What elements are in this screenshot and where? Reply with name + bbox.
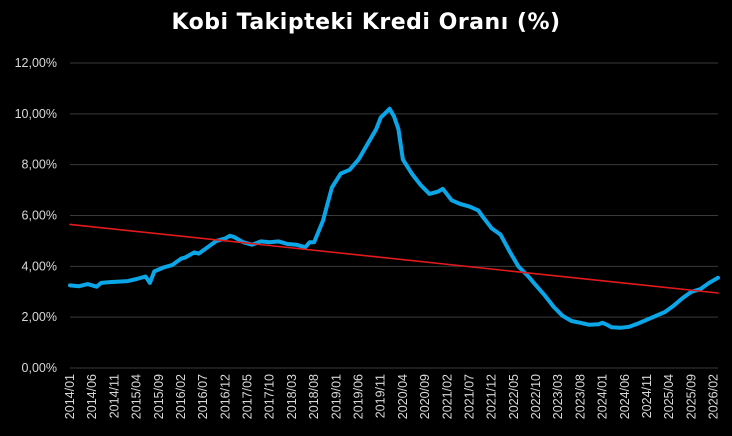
y-tick-label: 8,00% bbox=[22, 158, 57, 172]
y-tick-label: 10,00% bbox=[15, 107, 57, 121]
x-tick-label: 2019/01 bbox=[329, 374, 343, 419]
x-tick-label: 2014/06 bbox=[85, 374, 99, 419]
x-tick-label: 2019/11 bbox=[374, 374, 388, 418]
x-tick-label: 2018/03 bbox=[285, 374, 299, 419]
y-tick-label: 2,00% bbox=[22, 310, 57, 324]
x-tick-label: 2014/01 bbox=[63, 374, 77, 419]
y-axis-ticks: 0,00% 2,00% 4,00% 6,00% 8,00% 10,00% 12,00% bbox=[15, 56, 57, 375]
grid-layer bbox=[70, 62, 718, 369]
x-tick-label: 2015/04 bbox=[130, 374, 144, 419]
x-tick-label: 2025/09 bbox=[684, 374, 698, 419]
x-tick-label: 2023/03 bbox=[551, 374, 565, 419]
x-tick-label: 2016/12 bbox=[218, 374, 232, 419]
x-tick-label: 2017/05 bbox=[241, 374, 255, 419]
x-tick-label: 2017/10 bbox=[263, 374, 277, 419]
y-tick-label: 6,00% bbox=[22, 209, 57, 223]
x-tick-label: 2020/09 bbox=[418, 374, 432, 419]
x-tick-label: 2019/06 bbox=[351, 374, 365, 419]
x-tick-label: 2022/05 bbox=[507, 374, 521, 419]
x-tick-label: 2022/10 bbox=[529, 374, 543, 419]
series-line-trend bbox=[69, 223, 719, 294]
x-tick-label: 2018/08 bbox=[307, 374, 321, 419]
x-tick-label: 2021/12 bbox=[485, 374, 499, 419]
x-tick-label: 2016/07 bbox=[196, 374, 210, 419]
x-tick-label: 2023/08 bbox=[573, 374, 587, 419]
y-tick-label: 4,00% bbox=[22, 259, 57, 273]
x-tick-label: 2026/02 bbox=[707, 374, 721, 419]
x-tick-label: 2015/09 bbox=[152, 374, 166, 419]
x-tick-label: 2024/06 bbox=[618, 374, 632, 419]
x-tick-label: 2021/07 bbox=[462, 374, 476, 419]
x-tick-label: 2024/11 bbox=[640, 374, 654, 418]
x-tick-label: 2020/04 bbox=[396, 374, 410, 419]
x-tick-label: 2024/01 bbox=[596, 374, 610, 419]
y-tick-label: 12,00% bbox=[15, 56, 57, 70]
y-tick-label: 0,00% bbox=[22, 361, 57, 375]
x-tick-label: 2021/02 bbox=[440, 374, 454, 419]
x-axis-ticks: 2014/01 2014/06 2014/11 2015/04 2015/09 2016/… bbox=[63, 374, 721, 419]
series-line-rate bbox=[68, 106, 720, 330]
x-tick-label: 2014/11 bbox=[107, 374, 121, 418]
x-tick-label: 2016/02 bbox=[174, 374, 188, 419]
x-tick-label: 2025/04 bbox=[662, 374, 676, 419]
series-layer bbox=[68, 106, 720, 330]
chart-title: Kobi Takipteki Kredi Oranı (%) bbox=[171, 10, 561, 35]
